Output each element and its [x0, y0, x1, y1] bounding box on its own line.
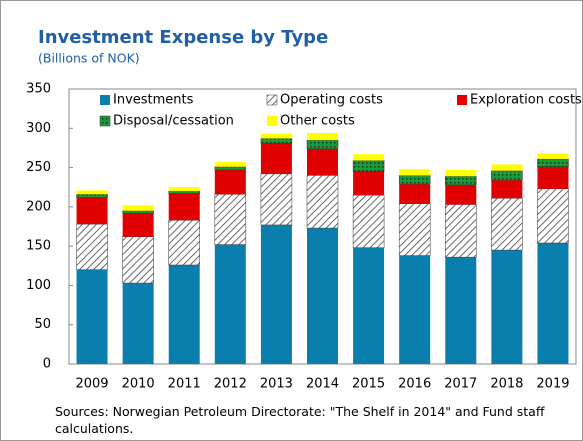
y-tick-label: 250	[26, 160, 51, 175]
bar-segment	[306, 139, 339, 149]
x-tick-label: 2017	[444, 377, 477, 392]
bar-segment	[445, 204, 477, 258]
bar-segment	[399, 255, 431, 364]
legend-label: Exploration costs	[470, 93, 582, 108]
bar-segment	[398, 175, 431, 185]
bar-segment	[307, 133, 338, 141]
bar-segment	[537, 188, 569, 244]
legend-label: Investments	[113, 93, 194, 108]
bar-segment	[491, 180, 523, 199]
legend-label: Disposal/cessation	[113, 114, 234, 129]
bar-segment	[214, 162, 246, 167]
bar-segment	[214, 194, 247, 245]
bar-segment	[122, 210, 154, 214]
x-tick-label: 2012	[214, 377, 247, 392]
bar-segment	[353, 247, 385, 364]
x-tick-label: 2018	[490, 377, 523, 392]
bar-segment	[76, 194, 108, 198]
legend-swatch	[457, 95, 467, 105]
bar-segment	[445, 175, 477, 186]
bar-segment	[214, 166, 247, 171]
y-tick-label: 300	[26, 121, 51, 136]
bar-segment	[307, 148, 338, 176]
y-tick-label: 100	[26, 278, 51, 293]
bar-segment	[214, 244, 246, 364]
chart: Investment Expense by Type (Billions of …	[26, 27, 582, 392]
bar-segment	[445, 169, 477, 177]
y-tick-label: 150	[26, 239, 51, 254]
bar-segment	[306, 175, 339, 229]
bar-segment	[122, 283, 154, 364]
bar-segment	[537, 158, 569, 168]
bar-segment	[260, 138, 293, 144]
bar-segment	[491, 250, 523, 364]
x-tick-label: 2010	[122, 377, 155, 392]
y-tick-label: 200	[26, 199, 51, 214]
bar-segment	[398, 203, 431, 256]
x-tick-label: 2015	[352, 377, 385, 392]
bar-segment	[76, 190, 108, 195]
y-tick-label: 350	[26, 82, 51, 97]
bar-segment	[352, 160, 385, 172]
legend-swatch	[99, 115, 111, 127]
bar-segment	[260, 133, 292, 139]
bar-segment	[76, 197, 108, 225]
bar-segment	[445, 257, 477, 364]
bar-segment	[260, 224, 292, 364]
bar-segment	[352, 194, 385, 248]
bar-segment	[122, 236, 154, 284]
x-tick-label: 2019	[536, 377, 569, 392]
bar-segment	[491, 164, 523, 171]
y-tick-label: 0	[43, 357, 51, 372]
bar-segment	[76, 269, 108, 364]
legend-swatch	[267, 116, 277, 126]
bar-segment	[399, 184, 431, 204]
bar-segment	[168, 190, 200, 194]
bar-segment	[537, 243, 569, 364]
chart-title: Investment Expense by Type	[38, 27, 328, 48]
x-tick-label: 2011	[168, 377, 201, 392]
x-tick-label: 2016	[398, 377, 431, 392]
x-tick-label: 2013	[260, 377, 293, 392]
bar-segment	[168, 193, 200, 221]
bar-segment	[353, 171, 385, 196]
legend-label: Operating costs	[280, 93, 383, 108]
bar-segment	[214, 169, 246, 195]
bar-segment	[307, 228, 338, 364]
bar-segment	[353, 154, 385, 161]
legend-swatch	[100, 95, 110, 105]
bar-segment	[260, 173, 293, 226]
bar-segment	[399, 169, 431, 176]
bar-segment	[76, 223, 108, 270]
bar-segment	[491, 197, 523, 251]
legend-label: Other costs	[280, 114, 355, 129]
chart-subtitle: (Billions of NOK)	[38, 51, 140, 66]
bar-segment	[122, 213, 154, 237]
bar-segment	[260, 143, 292, 174]
x-tick-label: 2009	[75, 377, 108, 392]
bar-segment	[168, 219, 200, 266]
bar-segment	[445, 184, 477, 205]
bar-segment	[168, 265, 200, 364]
legend-swatch	[266, 94, 278, 106]
bar-segment	[537, 153, 569, 159]
bar-segment	[122, 205, 154, 211]
bar-segment	[537, 166, 569, 189]
y-tick-label: 50	[34, 317, 51, 332]
bar-segment	[491, 170, 523, 181]
source-note: Sources: Norwegian Petroleum Directorate…	[55, 404, 545, 436]
x-tick-label: 2014	[306, 377, 339, 392]
bar-segment	[168, 187, 200, 192]
